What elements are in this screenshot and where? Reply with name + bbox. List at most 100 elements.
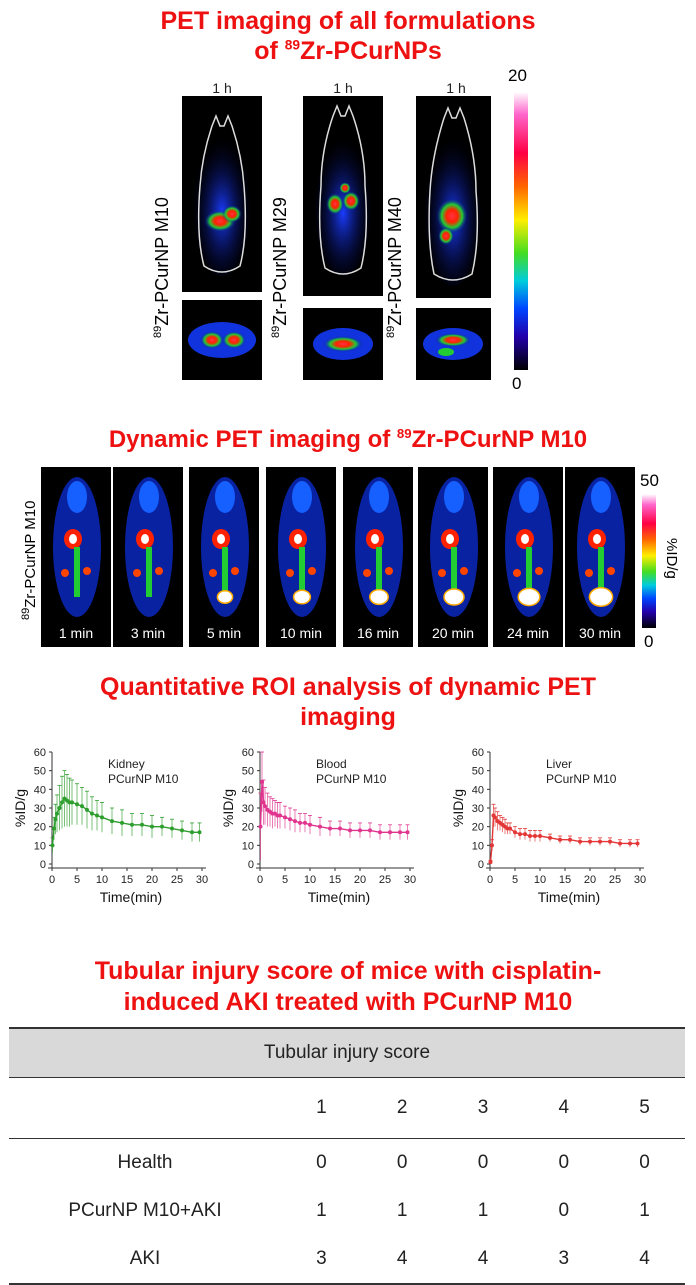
data-point (95, 813, 99, 818)
data-point (518, 832, 522, 837)
y-tick-label: 30 (242, 803, 254, 815)
x-tick-label: 10 (304, 874, 316, 886)
dynamic-frame: 3 min (112, 466, 184, 648)
x-tick-label: 15 (559, 874, 571, 886)
x-tick-label: 10 (96, 874, 108, 886)
data-point (52, 826, 56, 831)
table-row: AKI 3 4 4 3 4 (9, 1235, 685, 1285)
dynamic-frame-label: 16 min (356, 625, 400, 641)
y-tick-label: 20 (472, 822, 484, 834)
x-tick-label: 30 (634, 874, 646, 886)
dynamic-frame-art (355, 477, 403, 617)
section1-title: PET imaging of all formulations of 89Zr-… (0, 6, 696, 66)
y-tick-label: 30 (472, 803, 484, 815)
table-row-label: Health (117, 1152, 173, 1173)
pet-image-m29-axial-art (313, 328, 373, 360)
data-point (405, 830, 410, 835)
table-cell: 0 (477, 1152, 489, 1173)
dynamic-frame-art (505, 477, 553, 617)
data-point (197, 830, 202, 835)
x-tick-label: 15 (329, 874, 341, 886)
data-point (488, 860, 493, 865)
x-tick-label: 25 (379, 874, 391, 886)
data-point (140, 822, 144, 827)
dynamic-frame-label: 1 min (58, 625, 94, 641)
chart-annotation: PCurNP M10 (546, 772, 617, 786)
series-line (259, 781, 408, 833)
y-tick-label: 10 (34, 840, 46, 852)
data-point (328, 826, 332, 831)
series-line (489, 813, 638, 863)
table-cell: 4 (604, 1235, 685, 1285)
data-point (508, 826, 512, 831)
table-col-3: 3 (442, 1077, 524, 1139)
x-tick-label: 15 (121, 874, 133, 886)
data-point (258, 824, 263, 829)
table-col-4: 4 (523, 1077, 605, 1139)
table-cell: 3 (523, 1235, 605, 1285)
dynamic-frame: 20 min (417, 466, 489, 648)
dynamic-frame-art (577, 477, 625, 617)
data-point (490, 843, 494, 848)
table-cell: 0 (639, 1152, 650, 1173)
y-tick-label: 30 (34, 803, 46, 815)
y-tick-label: 0 (248, 859, 254, 871)
section1-title-line1: PET imaging of all formulations (160, 7, 536, 35)
x-tick-label: 25 (609, 874, 621, 886)
data-point (608, 839, 612, 844)
data-point (261, 800, 266, 805)
dynamic-frame-art (53, 477, 101, 617)
data-point (130, 822, 134, 827)
data-point (398, 830, 402, 835)
table-cell: 4 (361, 1235, 443, 1285)
panel-label-m40: 89Zr-PCurNP M40 (385, 197, 405, 338)
table-row: PCurNP M10+AKI 1 1 1 0 1 (9, 1187, 685, 1235)
data-point (618, 841, 622, 846)
data-point (368, 828, 372, 833)
pet-image-m40-coronal (416, 96, 491, 298)
data-point (50, 843, 55, 848)
panel-time-label-1: 1 h (212, 80, 232, 96)
dynamic-frame: 1 min (40, 466, 112, 648)
dynamic-frame: 16 min (342, 466, 414, 648)
table-cell: 4 (442, 1235, 524, 1285)
data-point (70, 800, 74, 805)
data-point (303, 820, 307, 825)
colorbar2-max: 50 (640, 471, 659, 490)
data-point (100, 815, 104, 820)
section3-title: Quantitative ROI analysis of dynamic PET… (0, 672, 696, 732)
y-tick-label: 10 (472, 840, 484, 852)
section2-title: Dynamic PET imaging of 89Zr-PCurNP M10 (108, 426, 588, 453)
tubular-injury-table: Tubular injury score 1 2 3 4 5 Health 0 … (9, 1027, 685, 1285)
data-point (628, 841, 632, 846)
pet-image-m29-axial (303, 308, 383, 380)
table-column-row: 1 2 3 4 5 (9, 1077, 685, 1139)
data-point (80, 804, 84, 809)
dynamic-frame-label: 10 min (279, 625, 323, 641)
pet-image-m40-axial-art (423, 328, 483, 360)
data-point (318, 824, 322, 829)
data-point (75, 802, 79, 807)
dynamic-frame: 5 min (188, 466, 260, 648)
x-tick-label: 5 (282, 874, 288, 886)
dynamic-frame-art (430, 477, 478, 617)
y-tick-label: 50 (34, 766, 46, 778)
data-point (260, 779, 264, 784)
chart-annotation: Blood (316, 757, 347, 771)
data-point (568, 837, 572, 842)
y-tick-label: 40 (34, 784, 46, 796)
table-row: Health 0 0 0 0 0 (9, 1139, 685, 1188)
colorbar1-min: 0 (512, 374, 522, 393)
data-point (588, 839, 592, 844)
series-line (51, 797, 200, 846)
y-tick-label: 60 (34, 747, 46, 759)
table-header: Tubular injury score (9, 1027, 685, 1078)
table-col-1: 1 (281, 1077, 362, 1139)
y-tick-label: 50 (242, 766, 254, 778)
table-row-label: AKI (9, 1235, 281, 1285)
chart-annotation: Liver (546, 757, 572, 771)
section4-title-line1: Tubular injury score of mice with cispla… (94, 957, 602, 985)
x-tick-label: 30 (404, 874, 416, 886)
y-tick-label: 40 (472, 784, 484, 796)
